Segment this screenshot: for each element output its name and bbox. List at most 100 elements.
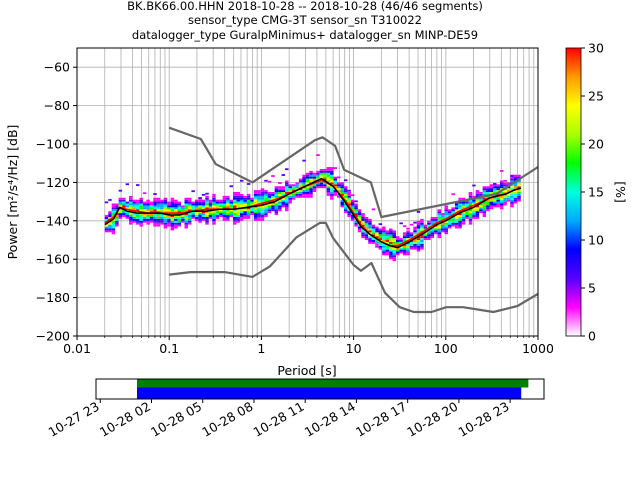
heatmap-cell [184,209,188,212]
heatmap-cell [357,228,362,231]
heatmap-cell [177,201,182,204]
heatmap-cell [451,193,455,196]
heatmap-cell [118,197,123,200]
heatmap-cell [246,215,251,217]
y-tick-label: −160 [36,252,70,267]
heatmap-cell [122,211,126,214]
heatmap-cell [104,215,109,217]
heatmap-cell [125,216,130,219]
heatmap-cell [354,209,358,212]
heatmap-cell [489,186,494,189]
heatmap-cell [260,211,265,214]
heatmap-cell [236,220,240,223]
heatmap-cell [267,197,272,200]
heatmap-cell [167,224,171,227]
heatmap-cell [503,179,507,182]
heatmap-cell [205,218,209,221]
heatmap-cell [233,203,237,206]
heatmap-cell [461,205,466,208]
heatmap-cell [302,180,306,183]
heatmap-cell [170,228,175,231]
heatmap-cell [305,195,310,198]
heatmap-cell [298,190,303,192]
heatmap-cell [222,197,227,200]
y-tick-label: −200 [36,329,70,344]
heatmap-cell [132,207,136,210]
heatmap-cell [427,232,431,235]
heatmap-cell [205,197,209,200]
heatmap-cell [302,192,306,194]
heatmap-cell [430,222,435,225]
heatmap-cell [333,178,338,181]
heatmap-cell [181,215,185,217]
heatmap-cell [291,195,296,198]
heatmap-cell [198,213,202,216]
heatmap-cell [153,203,157,206]
heatmap-cell [368,236,372,239]
heatmap-cell [468,213,473,216]
heatmap-cell [368,241,372,244]
heatmap-cell [184,197,188,200]
heatmap-cell [205,207,209,210]
heatmap-cell [354,205,358,208]
heatmap-cell [409,245,414,248]
title-line-1: BK.BK66.00.HHN 2018-10-28 -- 2018-10-28 … [127,0,483,13]
heatmap-cell [149,207,154,210]
heatmap-cell [319,170,324,173]
heatmap-cell [399,249,403,252]
heatmap-cell [361,228,365,231]
heatmap-cell [243,205,247,208]
heatmap-cell [406,251,410,254]
heatmap-cell [454,215,459,217]
heatmap-cell [361,213,365,216]
heatmap-cell [458,201,462,204]
heatmap-cell [472,199,476,202]
heatmap-cell [371,226,376,229]
heatmap-cell [187,213,192,216]
heatmap-cell [205,205,209,208]
heatmap-cell [139,216,143,219]
heatmap-cell [170,211,175,214]
heatmap-cell [187,199,192,202]
heatmap-cell [236,193,240,196]
heatmap-cell [222,211,227,214]
heatmap-cell [146,216,150,219]
heatmap-cell [312,186,317,189]
heatmap-cell [142,216,147,219]
heatmap-cell [382,251,386,254]
heatmap-cell [264,207,268,210]
heatmap-cell [170,209,175,212]
heatmap-cell [378,236,383,239]
heatmap-cell [194,199,199,202]
heatmap-cell [139,224,143,227]
heatmap-cell [135,215,140,217]
heatmap-cell [392,251,396,254]
heatmap-cell [226,213,230,216]
heatmap-cell [364,216,369,219]
heatmap-cell [319,184,324,187]
heatmap-cell [177,218,182,221]
heatmap-cell [482,193,487,196]
heatmap-cell [427,220,431,223]
heatmap-cell [326,184,331,187]
heatmap-cell [142,213,147,216]
heatmap-cell [312,172,317,175]
heatmap-cell [375,234,379,237]
heatmap-cell [305,172,310,175]
heatmap-cell [312,178,317,181]
heatmap-cell [115,207,119,210]
heatmap-cell [406,243,410,246]
heatmap-cell [236,197,240,200]
heatmap-cell [111,205,116,208]
heatmap-cell [271,175,275,177]
heatmap-cell [395,249,400,252]
colorbar-tick-label: 0 [588,329,596,344]
heatmap-cell [198,220,202,223]
heatmap-cell [337,190,341,192]
heatmap-cell [326,172,331,175]
heatmap-cell [219,201,223,204]
heatmap-cell [246,203,251,206]
heatmap-cell [146,222,150,225]
heatmap-cell [135,205,140,208]
heatmap-cell [354,211,358,214]
